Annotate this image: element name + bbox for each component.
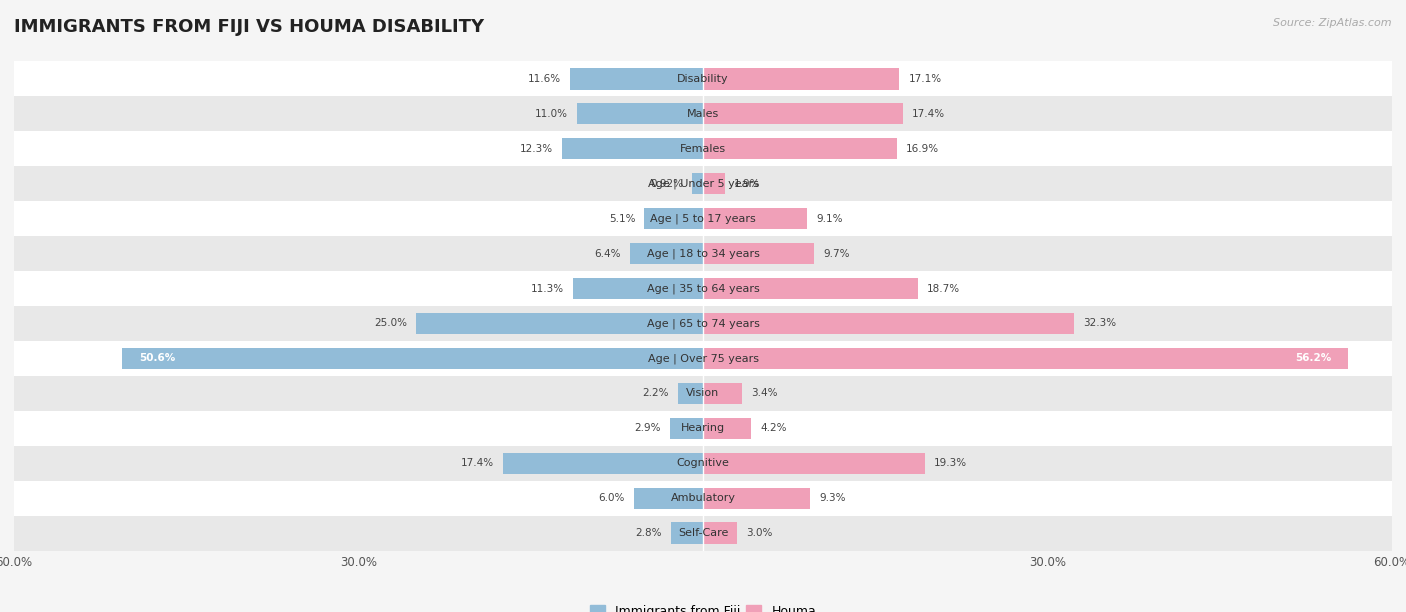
Text: 5.1%: 5.1% [609,214,636,223]
Bar [14,201,1392,236]
Bar [14,236,1392,271]
Text: 17.4%: 17.4% [912,109,945,119]
Text: 18.7%: 18.7% [927,283,960,294]
Text: 3.4%: 3.4% [751,389,778,398]
Text: 4.2%: 4.2% [761,424,787,433]
Bar [703,452,925,474]
Text: 12.3%: 12.3% [519,144,553,154]
Text: Age | Over 75 years: Age | Over 75 years [648,353,758,364]
Bar [14,271,1392,306]
Text: 25.0%: 25.0% [374,318,406,329]
Text: Age | 5 to 17 years: Age | 5 to 17 years [650,214,756,224]
Text: Age | 65 to 74 years: Age | 65 to 74 years [647,318,759,329]
Text: 2.9%: 2.9% [634,424,661,433]
Text: 9.7%: 9.7% [824,248,851,258]
Bar [703,348,1348,369]
Bar [122,348,703,369]
Text: 1.9%: 1.9% [734,179,761,188]
Bar [562,138,703,160]
Text: 56.2%: 56.2% [1295,354,1331,364]
Bar [14,481,1392,516]
Text: Females: Females [681,144,725,154]
Text: Hearing: Hearing [681,424,725,433]
Bar [644,207,703,230]
Bar [630,243,703,264]
Text: 16.9%: 16.9% [907,144,939,154]
Bar [14,131,1392,166]
Bar [703,103,903,124]
Bar [703,488,810,509]
Text: 11.3%: 11.3% [531,283,564,294]
Text: 9.3%: 9.3% [818,493,845,503]
Text: 6.0%: 6.0% [599,493,624,503]
Text: 11.6%: 11.6% [527,73,561,84]
Bar [703,207,807,230]
Bar [14,516,1392,551]
Bar [671,523,703,544]
Bar [14,306,1392,341]
Bar [703,523,738,544]
Bar [503,452,703,474]
Text: 2.8%: 2.8% [636,528,662,539]
Text: Source: ZipAtlas.com: Source: ZipAtlas.com [1274,18,1392,28]
Bar [14,61,1392,96]
Text: Age | Under 5 years: Age | Under 5 years [648,178,758,189]
Text: 50.6%: 50.6% [139,354,176,364]
Bar [678,382,703,405]
Bar [14,446,1392,481]
Text: 2.2%: 2.2% [643,389,669,398]
Bar [416,313,703,334]
Bar [703,173,725,195]
Bar [14,96,1392,131]
Bar [574,278,703,299]
Text: 0.92%: 0.92% [650,179,683,188]
Text: Age | 18 to 34 years: Age | 18 to 34 years [647,248,759,259]
Text: 17.1%: 17.1% [908,73,942,84]
Bar [703,138,897,160]
Bar [703,278,918,299]
Bar [703,68,900,89]
Text: Males: Males [688,109,718,119]
Text: Self-Care: Self-Care [678,528,728,539]
Text: Age | 35 to 64 years: Age | 35 to 64 years [647,283,759,294]
Bar [569,68,703,89]
Text: Disability: Disability [678,73,728,84]
Bar [14,376,1392,411]
Text: 11.0%: 11.0% [534,109,568,119]
Bar [669,417,703,439]
Bar [703,313,1074,334]
Text: 32.3%: 32.3% [1083,318,1116,329]
Bar [14,166,1392,201]
Text: 9.1%: 9.1% [817,214,844,223]
Bar [703,382,742,405]
Text: Vision: Vision [686,389,720,398]
Bar [14,411,1392,446]
Text: 6.4%: 6.4% [593,248,620,258]
Text: 17.4%: 17.4% [461,458,494,468]
Text: Cognitive: Cognitive [676,458,730,468]
Bar [703,243,814,264]
Bar [634,488,703,509]
Bar [576,103,703,124]
Text: 3.0%: 3.0% [747,528,773,539]
Bar [692,173,703,195]
Text: IMMIGRANTS FROM FIJI VS HOUMA DISABILITY: IMMIGRANTS FROM FIJI VS HOUMA DISABILITY [14,18,484,36]
Bar [14,341,1392,376]
Text: Ambulatory: Ambulatory [671,493,735,503]
Legend: Immigrants from Fiji, Houma: Immigrants from Fiji, Houma [585,600,821,612]
Bar [703,417,751,439]
Text: 19.3%: 19.3% [934,458,967,468]
